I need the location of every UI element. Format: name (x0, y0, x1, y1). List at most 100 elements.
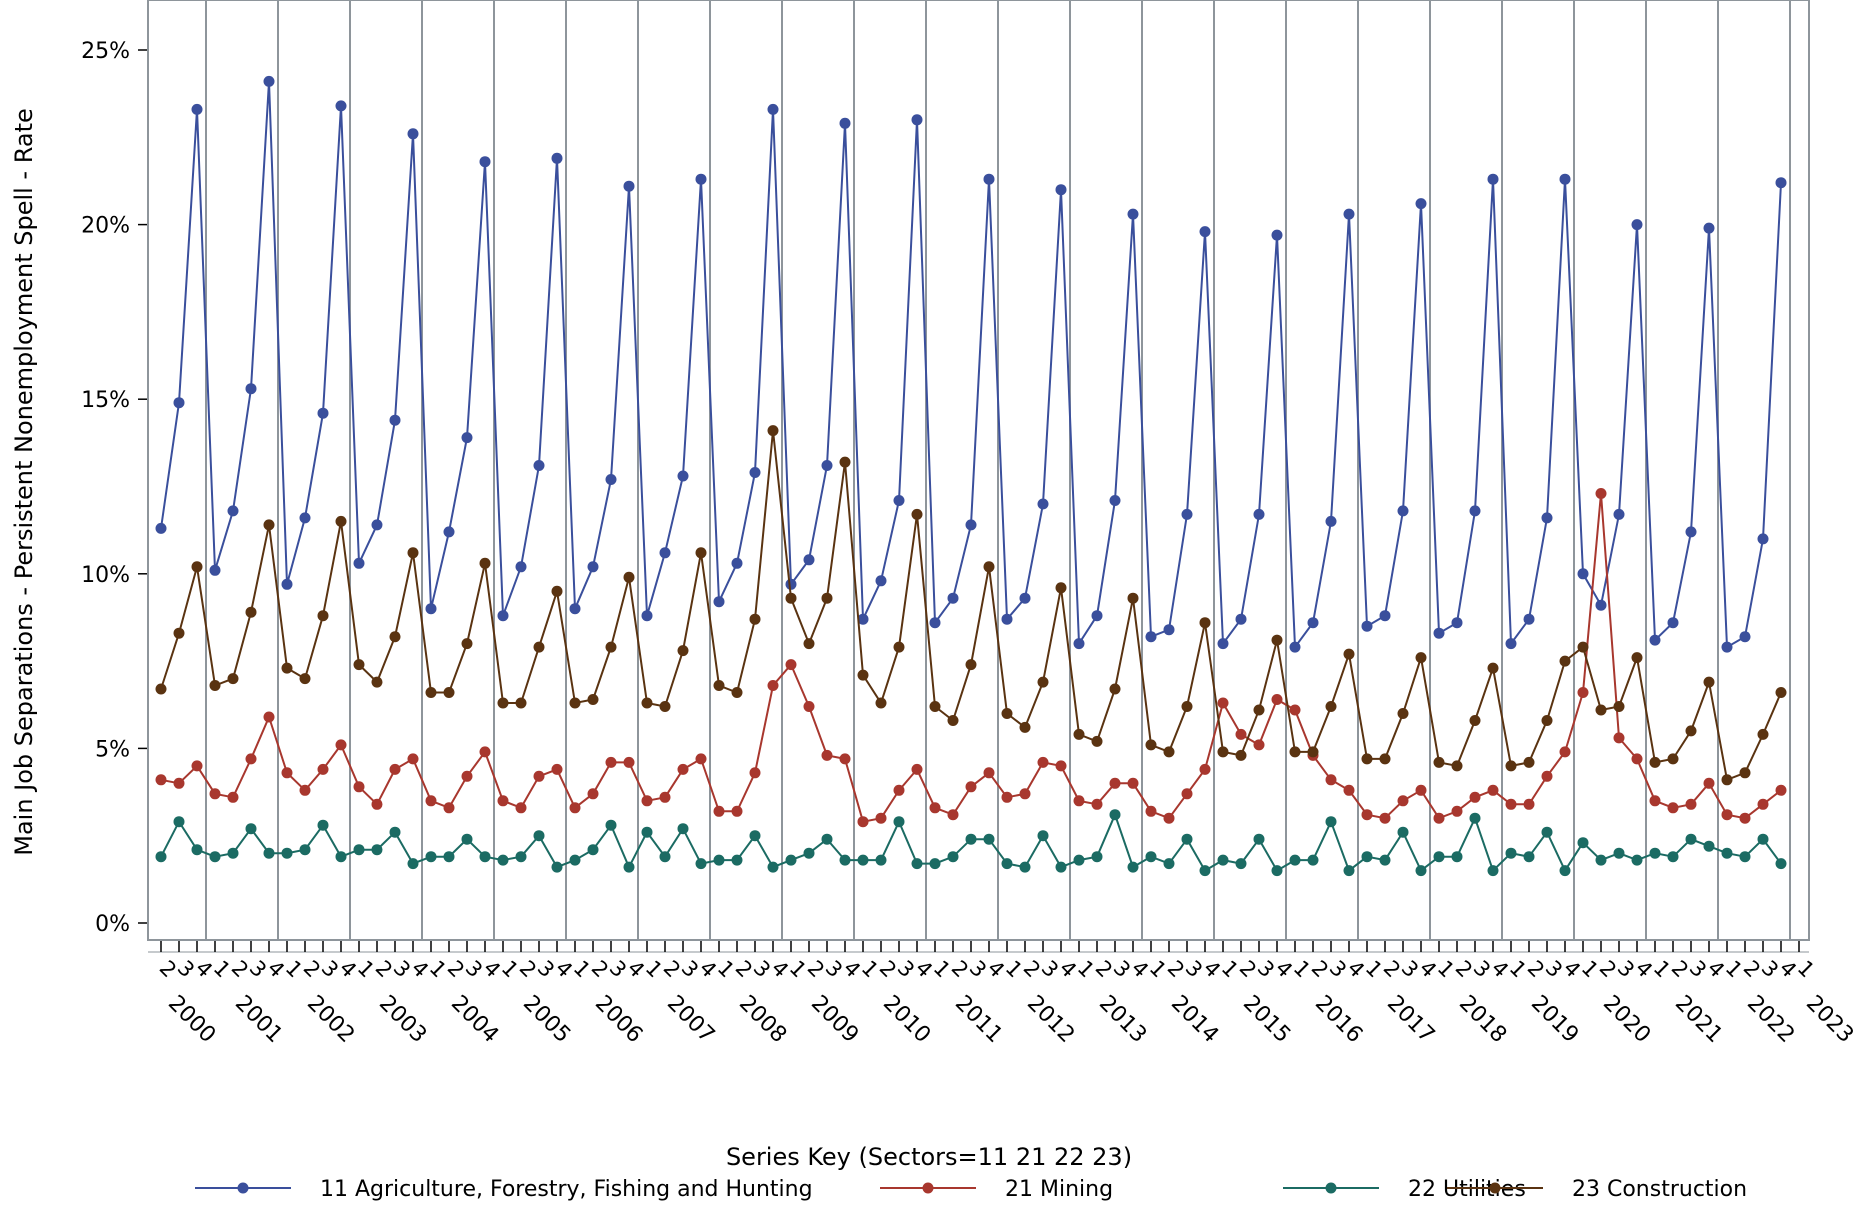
data-point (1001, 791, 1013, 803)
data-point (461, 833, 473, 845)
data-point (1631, 219, 1643, 231)
data-point (623, 571, 635, 583)
data-point (173, 816, 185, 828)
data-point (353, 844, 365, 856)
data-point (1487, 173, 1499, 185)
data-point (1559, 865, 1571, 877)
data-point (1271, 865, 1283, 877)
data-point (317, 819, 329, 831)
data-point (1397, 795, 1409, 807)
data-point (353, 557, 365, 569)
data-point (641, 610, 653, 622)
data-point (1505, 798, 1517, 810)
data-point (839, 456, 851, 468)
legend-label: 22 Utilities (1408, 1177, 1526, 1202)
data-point (1397, 505, 1409, 517)
data-point (875, 575, 887, 587)
data-point (1091, 610, 1103, 622)
data-point (1415, 784, 1427, 796)
data-point (767, 425, 779, 437)
data-point (443, 802, 455, 814)
data-point (821, 460, 833, 471)
data-point (245, 383, 257, 395)
legend: 11 Agriculture, Forestry, Fishing and Hu… (195, 1177, 1747, 1202)
data-point (803, 701, 815, 712)
data-point (695, 547, 707, 559)
year-gridlines (205, 0, 1791, 940)
data-point (821, 592, 833, 604)
data-point (263, 711, 275, 723)
data-point (1109, 777, 1121, 789)
data-point (515, 802, 527, 814)
data-point (1145, 851, 1157, 863)
data-point (1433, 812, 1445, 824)
data-point (911, 763, 923, 775)
data-point (1127, 777, 1139, 789)
data-point (1739, 851, 1751, 863)
y-tick-label: 25% (81, 39, 130, 64)
data-point (515, 697, 527, 709)
legend-swatch-marker (1325, 1182, 1337, 1194)
data-point (1739, 812, 1751, 824)
data-point (1217, 746, 1229, 758)
data-point (1289, 704, 1301, 716)
data-point (1019, 788, 1031, 800)
data-point (533, 460, 545, 471)
data-point (677, 763, 689, 775)
data-point (1451, 851, 1463, 863)
data-point (1343, 648, 1355, 660)
data-point (659, 791, 671, 803)
data-point (1091, 851, 1103, 863)
data-point (281, 767, 293, 779)
data-point (587, 844, 599, 856)
legend-swatch-marker (1489, 1182, 1501, 1194)
data-point (695, 173, 707, 185)
data-point (1469, 715, 1481, 726)
data-point (335, 739, 347, 751)
data-point (695, 858, 707, 870)
y-tick-label: 5% (95, 737, 130, 762)
data-point (1685, 526, 1697, 538)
data-point (947, 851, 959, 863)
data-point (1307, 617, 1319, 629)
data-point (1145, 631, 1157, 643)
data-point (443, 687, 455, 698)
data-point (749, 767, 761, 779)
data-point (1613, 508, 1625, 520)
data-point (1595, 704, 1607, 716)
data-point (893, 784, 905, 796)
data-point (983, 833, 995, 845)
data-point (1721, 641, 1733, 653)
data-point (1127, 592, 1139, 604)
y-tick-label: 0% (95, 912, 130, 937)
data-point (551, 861, 563, 873)
data-point (353, 659, 365, 671)
data-point (857, 854, 869, 866)
data-point (1415, 198, 1427, 210)
data-point (461, 770, 473, 782)
data-point (389, 763, 401, 775)
data-point (1217, 638, 1229, 650)
data-point (1667, 617, 1679, 629)
y-tick-label: 10% (81, 563, 130, 588)
data-point (767, 680, 779, 691)
data-point (965, 519, 977, 531)
data-point (353, 781, 365, 793)
data-point (1307, 854, 1319, 866)
data-point (1199, 865, 1211, 877)
data-point (875, 812, 887, 824)
data-point (893, 641, 905, 653)
data-point (191, 561, 203, 573)
data-point (1649, 634, 1661, 646)
data-point (821, 749, 833, 761)
data-point (605, 474, 617, 485)
data-point (1757, 798, 1769, 810)
data-point (1469, 812, 1481, 824)
data-point (191, 760, 203, 772)
data-point (1721, 774, 1733, 786)
data-point (155, 522, 167, 534)
data-point (443, 851, 455, 863)
legend-swatch-marker (237, 1182, 249, 1194)
legend-label: 21 Mining (1005, 1177, 1113, 1202)
data-point (1073, 795, 1085, 807)
